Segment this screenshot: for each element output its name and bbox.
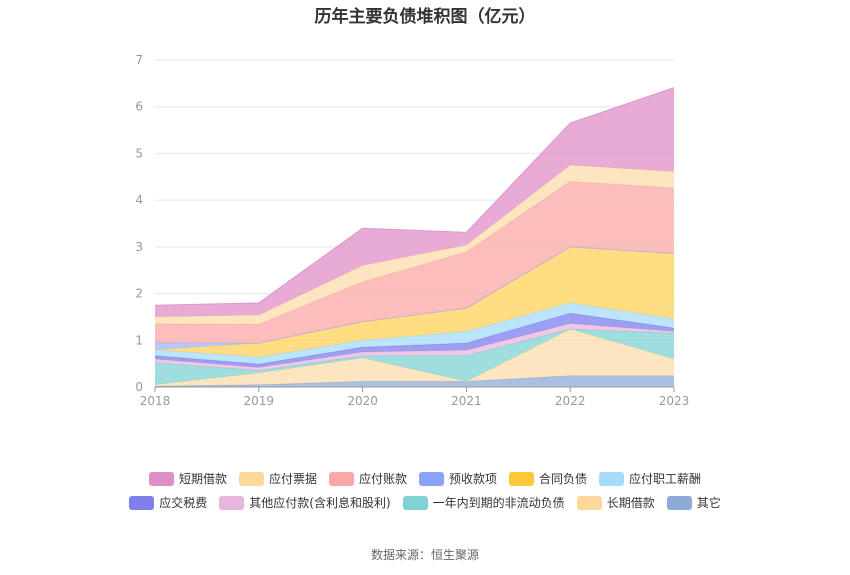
legend-row-1: 短期借款 应付票据 应付账款 预收款项 合同负债 应付职工薪酬 [0,470,850,487]
legend-label: 应付职工薪酬 [629,472,702,486]
legend-label: 应交税费 [159,496,208,510]
source-note: 数据来源：恒生聚源 [370,548,479,562]
area-edge-10 [154,87,675,306]
legend-swatch [219,495,245,510]
legend-item[interactable]: 预收款项 [419,470,497,487]
area-series-9 [155,165,674,325]
legend-label: 短期借款 [178,472,227,486]
legend-swatch [576,495,602,510]
y-tick-label: 5 [135,146,143,160]
area-series-6 [155,246,674,358]
legend-item[interactable]: 短期借款 [148,470,227,487]
legend-label: 合同负债 [539,472,588,486]
legend-swatch [599,471,625,486]
y-tick-label: 1 [135,333,143,347]
legend-label: 应付账款 [358,472,407,486]
area-series-5 [155,302,674,365]
x-tick-label: 2021 [451,394,482,408]
y-tick-label: 4 [135,193,143,207]
legend-item[interactable]: 应交税费 [129,494,207,511]
legend-item[interactable]: 应付账款 [328,470,407,487]
legend-swatch [129,495,155,510]
area-series-3 [155,323,674,371]
legend-item[interactable]: 长期借款 [576,494,655,511]
legend-swatch [419,471,444,486]
area-series-4 [155,313,674,368]
legend-swatch [328,471,354,486]
legend-item[interactable]: 应付票据 [238,470,317,487]
x-tick-label: 2019 [244,394,275,408]
legend-swatch [509,471,535,486]
legend-label: 应付票据 [268,472,317,486]
legend-item[interactable]: 其它 [666,494,721,511]
legend: 短期借款 应付票据 应付账款 预收款项 合同负债 应付职工薪酬 应交税费 其他应付款(含利息… [0,470,850,518]
legend-label: 一年内到期的非流动负债 [432,496,565,510]
legend-item[interactable]: 合同负债 [509,470,587,487]
legend-label: 其他应付款(含利息和股利) [249,496,391,510]
area-series-8 [155,181,674,344]
stacked-area-chart: 0 1 2 3 4 5 6 7 2018 2019 2020 2021 2022 2023 [135,53,690,408]
x-tick-label: 2018 [140,394,171,408]
y-tick-label: 7 [135,53,143,67]
y-tick-label: 3 [135,240,143,254]
legend-swatch [148,471,174,486]
legend-label: 长期借款 [606,496,655,510]
y-tick-label: 6 [135,100,143,114]
legend-label: 其它 [696,496,721,510]
x-tick-label: 2023 [659,394,690,408]
chart-title: 历年主要负债堆积图（亿元） [314,7,536,27]
area-series-10 [155,87,674,317]
legend-swatch [666,495,692,510]
legend-row-2: 应交税费 其他应付款(含利息和股利) 一年内到期的非流动负债 长期借款 其它 [0,494,850,511]
y-tick-label: 2 [135,287,143,301]
legend-swatch [402,495,428,510]
y-tick-label: 0 [135,380,143,394]
legend-label: 预收款项 [449,472,498,486]
legend-item[interactable]: 应付职工薪酬 [599,470,701,487]
legend-item[interactable]: 一年内到期的非流动负债 [402,494,565,511]
area-edge-1 [154,328,675,386]
x-tick-label: 2020 [347,394,378,408]
x-tick-label: 2022 [555,394,586,408]
area-series-1 [155,329,674,387]
legend-item[interactable]: 其他应付款(含利息和股利) [219,494,391,511]
legend-swatch [238,471,264,486]
area-series-2 [155,329,674,385]
